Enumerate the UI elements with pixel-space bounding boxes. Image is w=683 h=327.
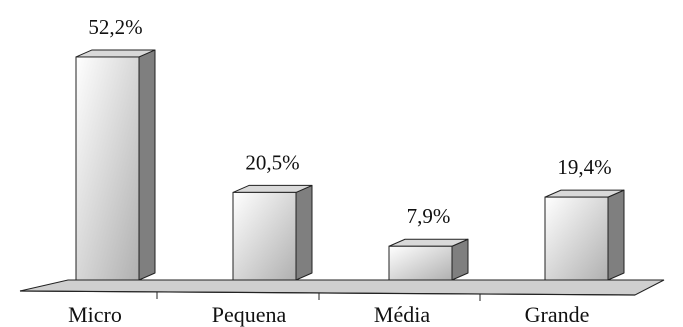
bar-side bbox=[138, 49, 156, 281]
x-tick-label: Pequena bbox=[212, 302, 287, 327]
x-axis-line bbox=[19, 290, 636, 296]
x-tick-labels-group: Micro Pequena Média Grande bbox=[68, 302, 589, 327]
bar-front bbox=[388, 245, 453, 281]
x-tick-label: Média bbox=[374, 302, 430, 327]
bar-side bbox=[607, 189, 625, 281]
bar-front bbox=[544, 196, 609, 281]
bars-group bbox=[75, 49, 625, 281]
bar-side bbox=[295, 184, 313, 281]
value-labels-group: 52,2% 20,5% 7,9% 19,4% bbox=[88, 15, 611, 228]
x-tick-label: Grande bbox=[525, 302, 590, 327]
data-label: 19,4% bbox=[557, 155, 611, 179]
bar bbox=[75, 49, 156, 281]
x-tick-label: Micro bbox=[68, 302, 122, 327]
bar bbox=[544, 189, 625, 281]
bar-front bbox=[232, 191, 297, 281]
data-label: 20,5% bbox=[245, 150, 299, 174]
bar-front bbox=[75, 56, 140, 281]
bar bbox=[388, 238, 469, 281]
bar bbox=[232, 184, 313, 281]
data-label: 52,2% bbox=[88, 15, 142, 39]
data-label: 7,9% bbox=[407, 204, 451, 228]
